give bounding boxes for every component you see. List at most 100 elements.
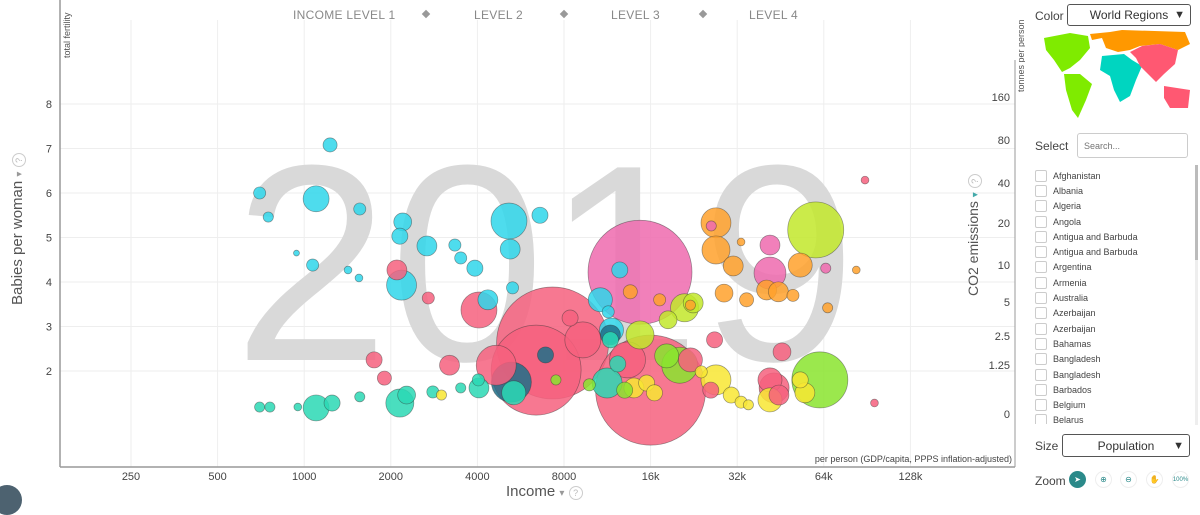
country-bubble[interactable] bbox=[306, 258, 320, 272]
country-bubble[interactable] bbox=[293, 249, 300, 257]
country-bubble[interactable] bbox=[722, 386, 740, 404]
country-bubble[interactable] bbox=[601, 305, 615, 319]
country-bubble[interactable] bbox=[700, 207, 732, 239]
country-bubble[interactable] bbox=[439, 354, 460, 376]
country-bubble[interactable] bbox=[323, 394, 341, 412]
country-bubble[interactable] bbox=[471, 373, 485, 387]
country-checkbox[interactable] bbox=[1035, 230, 1047, 243]
country-checkbox[interactable] bbox=[1035, 215, 1047, 228]
country-bubble[interactable] bbox=[852, 265, 861, 275]
country-bubble[interactable] bbox=[654, 343, 680, 369]
zoom-reset-button[interactable]: 100% bbox=[1172, 471, 1189, 488]
country-checkbox[interactable] bbox=[1035, 383, 1047, 396]
country-bubble[interactable] bbox=[448, 238, 462, 252]
zoom-out-icon[interactable]: ⊖ bbox=[1120, 471, 1137, 488]
color-dropdown[interactable]: World Regions ▼ bbox=[1067, 4, 1191, 26]
country-checkbox[interactable] bbox=[1035, 246, 1047, 259]
country-bubble[interactable] bbox=[702, 381, 720, 399]
country-bubble[interactable] bbox=[293, 402, 303, 412]
country-list-item[interactable]: Bahamas bbox=[1035, 336, 1185, 351]
country-list-item[interactable]: Afghanistan bbox=[1035, 168, 1185, 183]
country-bubble[interactable] bbox=[736, 237, 746, 247]
country-bubble[interactable] bbox=[791, 371, 809, 389]
country-bubble[interactable] bbox=[768, 384, 790, 406]
country-list-item[interactable]: Barbados bbox=[1035, 382, 1185, 397]
country-bubble[interactable] bbox=[393, 212, 412, 232]
country-bubble[interactable] bbox=[421, 291, 435, 305]
country-search-input[interactable] bbox=[1077, 133, 1188, 158]
income-level-2[interactable]: LEVEL 2 bbox=[474, 8, 524, 22]
country-bubble[interactable] bbox=[466, 259, 484, 277]
country-checkbox[interactable] bbox=[1035, 322, 1047, 335]
y-axis-title[interactable]: Babies per woman ▾ ? bbox=[9, 153, 26, 305]
world-regions-map[interactable] bbox=[1040, 30, 1192, 118]
country-bubble[interactable] bbox=[354, 273, 364, 283]
country-checkbox[interactable] bbox=[1035, 261, 1047, 274]
country-checkbox[interactable] bbox=[1035, 414, 1047, 424]
country-bubble[interactable] bbox=[609, 355, 627, 373]
country-bubble[interactable] bbox=[550, 374, 562, 386]
country-bubble[interactable] bbox=[499, 238, 521, 260]
country-checkbox[interactable] bbox=[1035, 353, 1047, 366]
country-list-item[interactable]: Argentina bbox=[1035, 260, 1185, 275]
country-bubble[interactable] bbox=[264, 401, 276, 413]
country-bubble[interactable] bbox=[742, 399, 754, 411]
country-checkbox[interactable] bbox=[1035, 307, 1047, 320]
country-bubble[interactable] bbox=[625, 320, 655, 350]
country-list-item[interactable]: Bangladesh bbox=[1035, 367, 1185, 382]
country-bubble[interactable] bbox=[653, 293, 667, 307]
country-list-item[interactable]: Belgium bbox=[1035, 397, 1185, 412]
country-list-item[interactable]: Angola bbox=[1035, 214, 1185, 229]
pan-icon[interactable]: ✋ bbox=[1146, 471, 1163, 488]
country-bubble[interactable] bbox=[253, 186, 267, 200]
country-bubble[interactable] bbox=[455, 382, 467, 394]
country-bubble[interactable] bbox=[602, 331, 619, 349]
country-bubble[interactable] bbox=[397, 385, 416, 405]
country-bubble[interactable] bbox=[531, 206, 549, 224]
country-bubble[interactable] bbox=[611, 261, 629, 279]
map-asia[interactable] bbox=[1130, 44, 1190, 108]
country-checkbox[interactable] bbox=[1035, 184, 1047, 197]
country-bubble[interactable] bbox=[722, 255, 744, 277]
country-bubble[interactable] bbox=[353, 202, 367, 216]
zoom-in-icon[interactable]: ⊕ bbox=[1095, 471, 1112, 488]
map-europe[interactable] bbox=[1090, 30, 1190, 52]
country-list-item[interactable]: Antigua and Barbuda bbox=[1035, 244, 1185, 259]
list-scrollbar[interactable] bbox=[1195, 165, 1198, 425]
country-bubble[interactable] bbox=[386, 259, 408, 281]
country-bubble[interactable] bbox=[860, 175, 870, 185]
country-bubble[interactable] bbox=[376, 370, 392, 386]
country-checkbox[interactable] bbox=[1035, 292, 1047, 305]
country-bubble[interactable] bbox=[354, 391, 366, 403]
map-north-america[interactable] bbox=[1044, 33, 1090, 72]
chevron-down-icon[interactable]: ▾ bbox=[559, 488, 565, 499]
country-checkbox[interactable] bbox=[1035, 200, 1047, 213]
country-bubble[interactable] bbox=[714, 283, 734, 303]
income-level-1[interactable]: INCOME LEVEL 1 bbox=[293, 8, 396, 22]
country-bubble[interactable] bbox=[786, 288, 800, 302]
country-bubble[interactable] bbox=[870, 398, 879, 408]
country-bubble[interactable] bbox=[694, 365, 708, 379]
country-bubble[interactable] bbox=[564, 321, 602, 359]
country-bubble[interactable] bbox=[646, 384, 663, 402]
country-bubble[interactable] bbox=[684, 299, 696, 311]
country-bubble[interactable] bbox=[501, 380, 527, 406]
co2-axis-title[interactable]: CO2 emissions ▾ ? bbox=[965, 174, 982, 296]
country-bubble[interactable] bbox=[391, 227, 409, 245]
country-bubble[interactable] bbox=[739, 292, 754, 308]
country-bubble[interactable] bbox=[365, 351, 383, 369]
country-checkbox[interactable] bbox=[1035, 276, 1047, 289]
country-bubble[interactable] bbox=[506, 281, 519, 295]
country-bubble[interactable] bbox=[490, 202, 528, 240]
country-list-item[interactable]: Bangladesh bbox=[1035, 352, 1185, 367]
country-bubble[interactable] bbox=[787, 201, 845, 259]
country-bubble[interactable] bbox=[772, 342, 792, 362]
chevron-down-icon[interactable]: ▾ bbox=[14, 171, 25, 177]
country-bubble[interactable] bbox=[343, 265, 353, 275]
country-bubble[interactable] bbox=[537, 346, 554, 364]
country-list-item[interactable]: Antigua and Barbuda bbox=[1035, 229, 1185, 244]
cursor-icon[interactable]: ➤ bbox=[1069, 471, 1086, 488]
country-list-item[interactable]: Azerbaijan bbox=[1035, 321, 1185, 336]
income-level-4[interactable]: LEVEL 4 bbox=[749, 8, 799, 22]
country-list-item[interactable]: Algeria bbox=[1035, 199, 1185, 214]
